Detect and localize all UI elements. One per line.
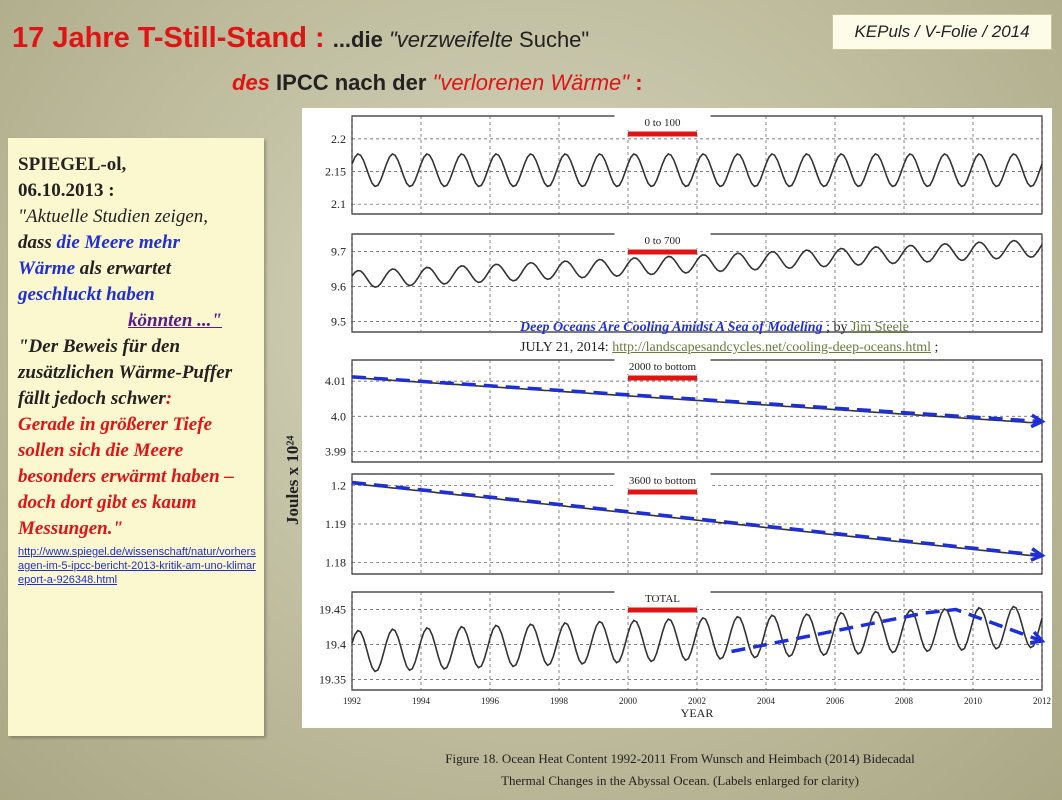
panel-label: 2000 to bottom [629,361,697,373]
y-tick-label: 19.45 [319,603,346,617]
x-tick-label: 2002 [688,696,706,706]
y-tick-label: 3.99 [325,444,346,458]
spiegel-link[interactable]: http://www.spiegel.de/wissenschaft/natur… [18,546,256,586]
quote-box: SPIEGEL-ol, 06.10.2013 : "Aktuelle Studi… [8,138,264,736]
trend-line [731,607,1043,654]
subtitle-part1: des [232,70,270,95]
quote-line6: "Der Beweis für den zusätzlichen Wärme-P… [18,336,233,409]
quote-line6b: : [165,388,173,409]
y-tick-label: 1.18 [325,555,346,569]
x-tick-label: 2008 [895,696,914,706]
article-author[interactable]: Jim Steele [850,320,909,335]
x-axis-label: YEAR [681,706,714,720]
x-tick-label: 2004 [757,696,776,706]
panel-label-bg [614,232,711,248]
y-tick-label: 1.19 [325,517,346,531]
ocean-heat-chart: 2.2 2.15 2.1 0 to 100 9.7 9.6 9.5 0 to 700 4.01 4… [319,114,1051,720]
article-overlay: Deep Oceans Are Cooling Amidst A Sea of … [520,318,1060,358]
panel-label: 0 to 700 [644,235,681,247]
quote-line5: könnten ..." [128,310,222,331]
subtitle-part2: IPCC nach der [269,70,433,95]
y-tick-label: 19.35 [319,673,346,687]
article-title: Deep Oceans Are Cooling Amidst A Sea of … [520,320,823,335]
quote-line2b: die Meere mehr [56,232,181,253]
series-line [351,239,1043,288]
source-badge: KEPuls / V-Folie / 2014 [832,14,1052,50]
panel-label-bg [614,590,711,606]
subtitle-part3: "verlorenen Wärme" [432,70,630,95]
quote-source: SPIEGEL-ol, [18,154,127,175]
article-link[interactable]: http://landscapesandcycles.net/cooling-d… [612,340,931,355]
y-tick-label: 4.0 [331,409,346,423]
panel-label-bg [614,358,711,374]
title-part1: 17 Jahre T-Still-Stand : [12,22,325,54]
y-tick-label: 2.2 [331,132,346,146]
trend-line [351,480,1043,558]
figure-caption: Figure 18. Ocean Heat Content 1992-2011 … [330,748,1030,792]
article-by: ; by [822,320,851,335]
slide-subtitle: des IPCC nach der "verlorenen Wärme" : [232,70,643,96]
y-axis-label: Joules x 10²⁴ [283,435,302,525]
x-tick-label: 1998 [550,696,569,706]
caption-line2: Thermal Changes in the Abyssal Ocean. (L… [501,773,859,788]
series-line [351,605,1043,673]
quote-line1: "Aktuelle Studien zeigen, [18,206,208,227]
title-part3: "verzweifelte [388,27,513,52]
title-part4: Suche" [512,27,590,52]
quote-line7: Gerade in größerer Tiefe sollen sich die… [18,414,234,539]
trend-arrow [1029,630,1046,645]
quote-line3b: als erwartet [75,258,172,279]
slide-title: 17 Jahre T-Still-Stand : ...die "verzwei… [12,22,589,55]
y-tick-label: 2.1 [331,197,346,211]
subtitle-part4: : [629,70,643,95]
x-tick-label: 2012 [1033,696,1051,706]
series-line [351,153,1043,188]
y-tick-label: 1.2 [331,479,346,493]
article-date: JULY 21, 2014: [520,340,613,355]
y-tick-label: 9.6 [331,280,346,294]
trend-line [351,375,1043,424]
panel-label: TOTAL [645,593,680,605]
y-tick-label: 2.15 [325,165,346,179]
article-suffix: ; [930,340,939,355]
quote-line4: geschluckt haben [18,284,155,305]
quote-date: 06.10.2013 : [18,180,115,201]
panel-label-bg [614,472,711,488]
x-tick-label: 2000 [619,696,638,706]
x-tick-label: 2006 [826,696,845,706]
y-tick-label: 9.5 [331,315,346,329]
panel-label-bg [614,114,711,130]
x-tick-label: 1992 [343,696,361,706]
chart-area: 2.2 2.15 2.1 0 to 100 9.7 9.6 9.5 0 to 700 4.01 4… [302,108,1052,728]
quote-line2a: dass [18,232,57,253]
x-tick-label: 2010 [964,696,983,706]
x-tick-label: 1996 [481,696,500,706]
y-tick-label: 19.4 [325,638,346,652]
y-tick-label: 9.7 [331,245,346,259]
y-tick-label: 4.01 [325,374,346,388]
quote-line3a: Wärme [18,258,75,279]
panel-label: 3600 to bottom [629,475,697,487]
trend-arrow [1030,547,1046,562]
title-part2: ...die [332,27,389,52]
trend-arrow [1030,413,1046,429]
caption-line1: Figure 18. Ocean Heat Content 1992-2011 … [445,751,915,766]
x-tick-label: 1994 [412,696,431,706]
panel-label: 0 to 100 [644,117,681,129]
